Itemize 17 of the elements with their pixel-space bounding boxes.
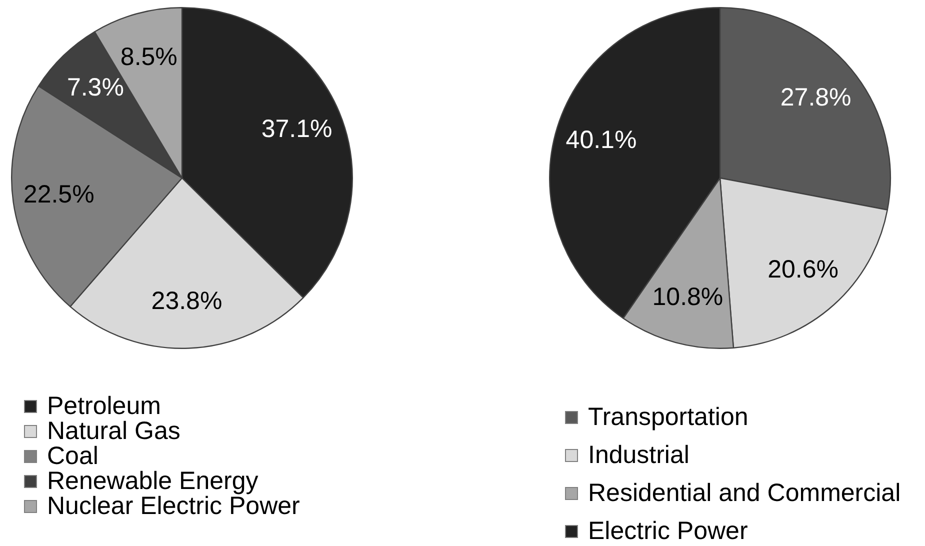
legend-label: Natural Gas <box>47 417 180 445</box>
data-label: 20.6% <box>768 256 838 284</box>
legend-label: Industrial <box>588 440 690 468</box>
data-label: 10.8% <box>652 283 724 312</box>
data-label: 27.8% <box>780 84 852 112</box>
data-label: 22.5% <box>23 180 94 209</box>
legend-label: Transportation <box>588 402 748 430</box>
legend-label: Residential and Commercial <box>588 478 901 506</box>
data-label: 8.5% <box>120 42 178 71</box>
legend-label: Petroleum <box>47 392 161 420</box>
legend-label: Coal <box>47 442 98 470</box>
data-label: 23.8% <box>151 287 222 316</box>
data-label: 7.3% <box>66 74 124 102</box>
data-label: 37.1% <box>261 114 332 143</box>
data-label: 40.1% <box>566 126 637 154</box>
legend-label: Renewable Energy <box>47 467 258 495</box>
legend-label: Electric Power <box>588 516 748 544</box>
